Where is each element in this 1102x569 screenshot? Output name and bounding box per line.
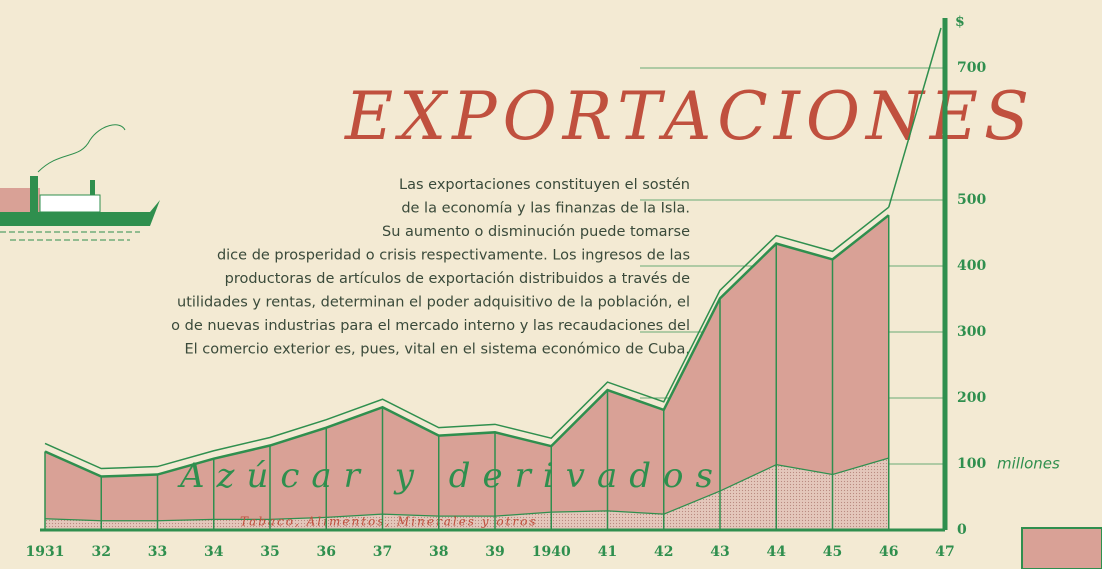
x-tick-label: 39 [485, 544, 504, 560]
y-unit-top: $ [955, 14, 965, 30]
y-tick-label: 0 [957, 522, 967, 538]
y-tick-label: 300 [957, 324, 986, 340]
description: Las exportaciones constituyen el sostén d… [171, 177, 690, 358]
chart: EXPORTACIONES $ Las exportaciones consti… [0, 0, 1102, 569]
x-tick-label: 1940 [532, 544, 571, 560]
chart-title: EXPORTACIONES [344, 78, 1035, 155]
description-line: productoras de artículos de exportación … [225, 271, 690, 287]
description-line: de la economía y las finanzas de la Isla… [401, 201, 690, 217]
x-tick-label: 44 [767, 544, 787, 560]
description-line: utilidades y rentas, determinan el poder… [177, 295, 690, 311]
x-tick-label: 46 [879, 544, 898, 560]
y-tick-label: 200 [957, 390, 986, 406]
x-tick-label: 42 [654, 544, 673, 560]
x-tick-label: 41 [598, 544, 617, 560]
x-tick-label: 32 [92, 544, 111, 560]
x-tick-label: 36 [317, 544, 336, 560]
y-tick-label: 500 [957, 192, 986, 208]
description-line: Las exportaciones constituyen el sostén [399, 177, 690, 193]
description-line: El comercio exterior es, pues, vital en … [184, 342, 690, 358]
y-unit: millones [997, 455, 1060, 473]
steamship [0, 125, 160, 240]
y-tick-label: 100 [957, 456, 986, 472]
x-tick-label: 35 [260, 544, 279, 560]
series-label: Tabaco, Alimentos, Minerales y otros [240, 515, 538, 529]
x-tick-label: 38 [429, 544, 448, 560]
x-tick-label: 45 [823, 544, 842, 560]
x-tick-label: 43 [710, 544, 729, 560]
y-tick-label: 400 [957, 258, 986, 274]
next-panel [1022, 528, 1102, 569]
x-tick-label: 37 [373, 544, 392, 560]
series-label: Azúcar y derivados [177, 456, 725, 496]
description-line: Su aumento o disminución puede tomarse [382, 224, 690, 240]
description-line: o de nuevas industrias para el mercado i… [171, 318, 690, 334]
x-tick-label: 47 [935, 544, 954, 560]
x-tick-label: 33 [148, 544, 167, 560]
y-tick-label: 700 [957, 60, 986, 76]
x-tick-label: 34 [204, 544, 224, 560]
description-line: dice de prosperidad o crisis respectivam… [217, 248, 690, 264]
page: {"chart_data": {"type": "stacked-area", … [0, 0, 1102, 569]
x-tick-label: 1931 [26, 544, 65, 560]
